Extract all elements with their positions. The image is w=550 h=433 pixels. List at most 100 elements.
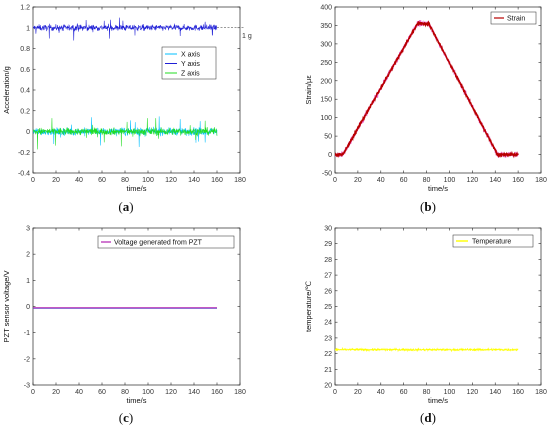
y-tick-label: 25 [324, 304, 332, 311]
y-tick-label: 400 [320, 5, 332, 12]
x-tick-label: 80 [121, 389, 129, 396]
legend-label: Temperature [472, 239, 511, 246]
x-tick-label: 60 [98, 177, 106, 184]
y-tick-label: 0 [328, 152, 332, 159]
plot-series [33, 17, 218, 150]
panel-1: 0 20 40 60 80 100 120 140 160 180 -0.4 -0.2 0 0.2 0.4 0… [2, 5, 252, 215]
y-tick-label: -1 [24, 330, 30, 337]
y-tick-label: -50 [322, 171, 332, 178]
x-tick-label: 100 [444, 389, 456, 396]
y-tick-label: 22 [324, 351, 332, 358]
y-tick-label: -0.4 [18, 171, 30, 178]
legend-box [97, 235, 235, 249]
series-line-strain [335, 20, 519, 159]
y-tick-label: 0 [26, 129, 30, 136]
x-tick-label: 120 [165, 389, 177, 396]
y-tick-label: 100 [320, 115, 332, 122]
x-tick-label: 80 [423, 177, 431, 184]
y-tick-label: -2 [24, 356, 30, 363]
panel-caption: (a) [118, 199, 133, 214]
x-tick-label: 120 [466, 177, 478, 184]
legend: X axis Y axis Z axis [161, 46, 217, 80]
x-tick-label: 40 [75, 177, 83, 184]
x-tick-label: 60 [400, 389, 408, 396]
panel-4: 0 20 40 60 80 100 120 140 160 1802021222324252627… [304, 226, 547, 426]
x-tick-label: 160 [211, 389, 223, 396]
legend-label: Strain [507, 16, 525, 23]
y-tick-label: 20 [324, 383, 332, 390]
legend-label: X axis [181, 52, 201, 59]
x-tick-label: 20 [354, 389, 362, 396]
y-tick-label: 0.6 [20, 67, 30, 74]
series-line-y-axis [33, 17, 218, 41]
x-tick-label: 80 [423, 389, 431, 396]
x-tick-label: 100 [142, 389, 154, 396]
y-tick-label: 23 [324, 335, 332, 342]
legend-box [452, 234, 534, 248]
panel-3: 0 20 40 60 80 100 120 140 160 180 -3 -2 -1 0 1 2 3 time/s… [2, 226, 246, 426]
y-tick-label: 1 [26, 278, 30, 285]
y-axis-label: PZT sensor voltage/V [2, 271, 11, 343]
y-tick-label: 50 [324, 134, 332, 141]
y-tick-label: 250 [320, 60, 332, 67]
y-tick-label: 3 [26, 226, 30, 233]
annotation-label: 1 g [242, 33, 252, 40]
series-line-temperature [335, 346, 519, 353]
x-tick-label: 20 [52, 389, 60, 396]
panel-caption: (c) [119, 410, 133, 425]
legend-label: Z axis [181, 71, 200, 78]
y-tick-label: 27 [324, 273, 332, 280]
legend: Strain [490, 11, 537, 25]
plot-area [334, 6, 542, 174]
y-tick-label: 24 [324, 320, 332, 327]
x-tick-label: 80 [121, 177, 129, 184]
y-tick-label: 200 [320, 78, 332, 85]
y-tick-label: 0.8 [20, 46, 30, 53]
x-tick-label: 0 [31, 177, 35, 184]
x-tick-label: 60 [98, 389, 106, 396]
panel-2: 0 20 40 60 80 100 120 140 160 180-500501001502002… [304, 5, 547, 215]
y-tick-label: 0.2 [20, 108, 30, 115]
y-tick-label: 0 [26, 304, 30, 311]
legend: Temperature [452, 234, 534, 248]
x-tick-label: 60 [400, 177, 408, 184]
x-tick-label: 180 [234, 389, 246, 396]
x-tick-label: 20 [52, 177, 60, 184]
y-tick-label: 1 [26, 25, 30, 32]
x-tick-label: 180 [535, 389, 547, 396]
x-tick-label: 120 [165, 177, 177, 184]
plot-area [32, 227, 241, 386]
y-tick-label: 1.2 [20, 5, 30, 12]
x-tick-label: 160 [512, 177, 524, 184]
x-tick-label: 180 [535, 177, 547, 184]
y-tick-label: 0.4 [20, 88, 30, 95]
y-tick-label: 21 [324, 367, 332, 374]
x-tick-label: 100 [444, 177, 456, 184]
x-tick-label: 160 [211, 177, 223, 184]
x-tick-label: 40 [377, 177, 385, 184]
x-tick-label: 20 [354, 177, 362, 184]
x-tick-label: 140 [489, 177, 501, 184]
x-axis-label: time/s [428, 396, 448, 405]
y-tick-label: -3 [24, 383, 30, 390]
plot-series [335, 346, 519, 353]
legend: Voltage generated from PZT [97, 235, 235, 249]
y-tick-label: 150 [320, 97, 332, 104]
x-tick-label: 0 [333, 177, 337, 184]
x-tick-label: 140 [489, 389, 501, 396]
y-axis-label: Strain/με [304, 75, 313, 105]
y-axis-label: temperature/℃ [304, 280, 313, 332]
x-axis-label: time/s [126, 396, 146, 405]
panel-caption: (b) [420, 199, 436, 214]
series-line-z-axis [33, 118, 218, 150]
plot-series [33, 307, 217, 309]
y-tick-label: 26 [324, 288, 332, 295]
plot-series [335, 20, 519, 159]
legend-label: Y axis [181, 61, 200, 68]
y-tick-label: 28 [324, 257, 332, 264]
x-tick-label: 0 [31, 389, 35, 396]
y-tick-label: 29 [324, 241, 332, 248]
y-tick-label: 30 [324, 226, 332, 233]
panel-caption: (d) [420, 410, 436, 425]
